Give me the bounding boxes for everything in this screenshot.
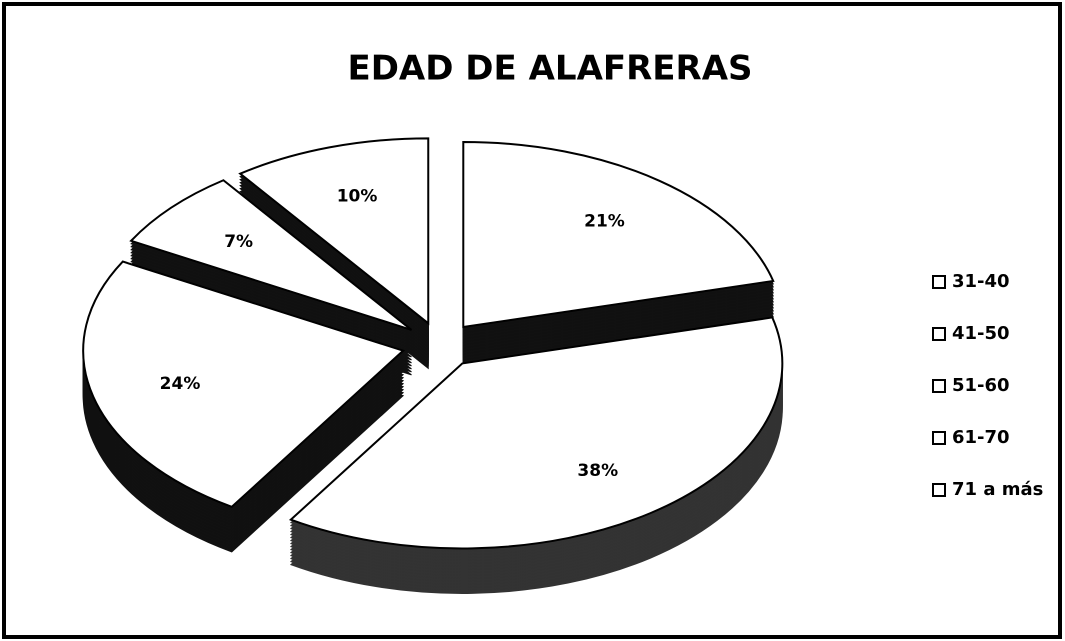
data-label: 7% [224,232,253,252]
legend-label: 61-70 [952,427,1010,448]
legend-swatch [932,327,946,341]
legend-label: 71 a más [952,479,1043,500]
slice [462,140,775,329]
data-label: 21% [584,212,625,232]
legend-swatch [932,431,946,445]
slice [129,179,413,331]
legend-label: 51-60 [952,375,1010,396]
legend-swatch [932,275,946,289]
slice [238,137,430,326]
slice [82,260,406,509]
data-label: 10% [337,187,378,207]
slice [288,316,784,550]
data-label: 38% [577,461,618,481]
legend-label: 31-40 [952,271,1010,292]
chart-title: EDAD DE ALAFRERAS [347,49,752,89]
legend-swatch [932,379,946,393]
legend-swatch [932,483,946,497]
legend-label: 41-50 [952,323,1010,344]
data-label: 24% [160,374,201,394]
